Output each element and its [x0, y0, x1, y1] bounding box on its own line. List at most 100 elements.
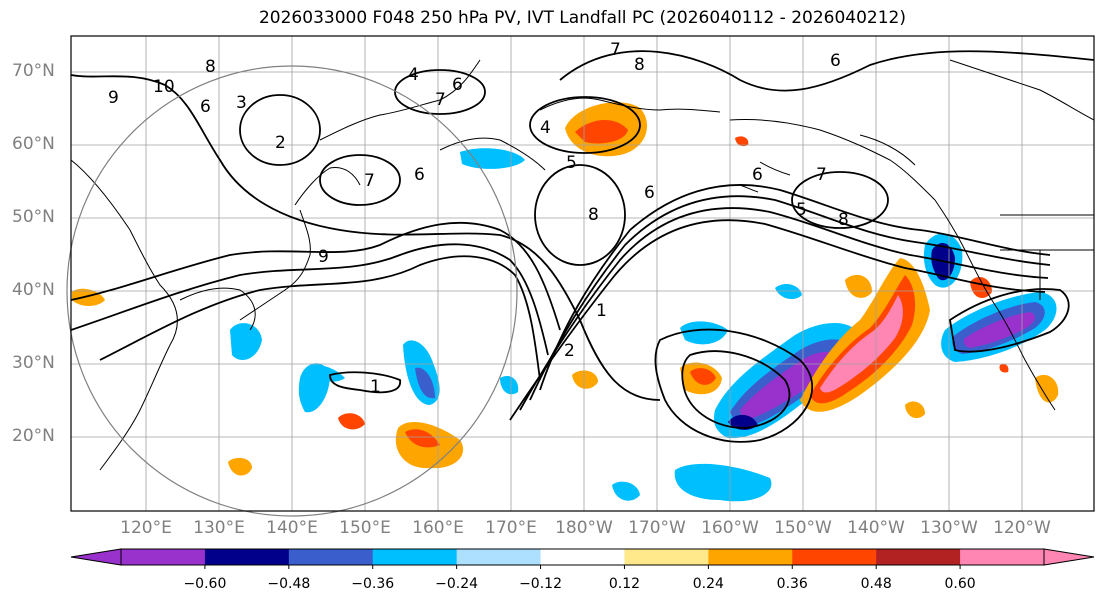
- contour-label: 6: [752, 165, 763, 185]
- contour-label: 7: [435, 90, 446, 110]
- negative-anomaly-area: [460, 148, 525, 169]
- contour-label: 3: [236, 93, 247, 113]
- colorbar-tick-label: −0.60: [183, 576, 227, 592]
- positive-anomaly-area: [572, 370, 598, 389]
- pv-contour: [70, 221, 561, 331]
- positive-anomaly-core: [405, 429, 440, 448]
- contour-label: 8: [634, 55, 645, 75]
- contour-label: 6: [452, 75, 463, 95]
- colorbar-tick-label: 0.12: [608, 576, 641, 592]
- contour-label: 7: [610, 40, 621, 60]
- colorbar-swatch: [624, 549, 709, 565]
- longitude-label: 150°W: [774, 518, 832, 538]
- asia-coastline: [70, 159, 178, 471]
- contour-label: 8: [205, 57, 216, 77]
- contour-label: 5: [566, 153, 577, 173]
- pv-contour: [239, 94, 321, 166]
- longitude-label: 160°E: [412, 518, 464, 538]
- pv-contour: [529, 96, 641, 154]
- pv-contour: [70, 243, 549, 356]
- contour-label: 1: [596, 301, 607, 321]
- contour-label: 2: [564, 341, 575, 361]
- arctic-coastline: [949, 59, 1095, 121]
- chukotka-coastline: [539, 97, 721, 113]
- sakhalin-coastline: [294, 166, 361, 206]
- negative-anomaly-core: [963, 312, 1035, 348]
- pv-contour: [319, 154, 401, 206]
- negative-anomaly-area: [310, 365, 345, 382]
- positive-anomaly-area: [905, 401, 925, 419]
- longitude-label: 150°E: [339, 518, 391, 538]
- longitude-label: 170°W: [628, 518, 686, 538]
- latitude-label: 70°N: [12, 61, 55, 81]
- pv-contour: [99, 255, 541, 381]
- colorbar-tick-label: −0.12: [519, 576, 562, 592]
- alaska-coastline: [729, 119, 936, 201]
- colorbar-tick-label: 0.36: [776, 576, 808, 592]
- colorbar-tick-label: 0.48: [860, 576, 892, 592]
- colorbar-extend-high: [1043, 548, 1095, 566]
- contour-label: 6: [644, 183, 655, 203]
- pv-contour: [654, 328, 813, 443]
- positive-anomaly-area: [228, 457, 252, 476]
- longitude-label: 140°W: [847, 518, 905, 538]
- negative-anomaly-area: [775, 284, 802, 300]
- longitude-label: 120°E: [120, 518, 172, 538]
- contour-label: 10: [153, 77, 175, 97]
- positive-anomaly-core: [735, 136, 749, 147]
- longitude-label: 130°W: [920, 518, 978, 538]
- colorbar-swatch: [540, 549, 625, 565]
- contour-label: 6: [414, 165, 425, 185]
- positive-anomaly-core: [820, 295, 903, 393]
- colorbar-tick-label: 0.60: [944, 576, 976, 592]
- contour-label: 4: [540, 118, 551, 138]
- contour-label: 9: [318, 247, 329, 267]
- colorbar-swatch: [960, 549, 1045, 565]
- contour-label: 1: [370, 377, 381, 397]
- contour-label: 5: [796, 200, 807, 220]
- colorbar: [70, 548, 1095, 569]
- negative-anomaly-area: [500, 375, 519, 395]
- colorbar-swatch: [121, 549, 206, 565]
- contour-label: 8: [588, 205, 599, 225]
- latitude-label: 30°N: [12, 353, 55, 373]
- latitude-label: 40°N: [12, 280, 55, 300]
- contour-label: 8: [838, 210, 849, 230]
- colorbar-outline: [120, 548, 1045, 566]
- contour-label: 6: [200, 97, 211, 117]
- range-circle: [66, 65, 518, 517]
- longitude-label: 120°W: [993, 518, 1051, 538]
- latitude-label: 60°N: [12, 134, 55, 154]
- colorbar-swatch: [792, 549, 877, 565]
- pv-contour: [329, 371, 401, 394]
- colorbar-extend-low: [70, 548, 122, 566]
- japan-coastline: [239, 209, 311, 321]
- colorbar-swatch: [876, 549, 961, 565]
- positive-anomaly-area: [845, 274, 872, 298]
- colorbar-tick-label: −0.24: [435, 576, 479, 592]
- okhotsk-coastline: [319, 59, 481, 141]
- positive-anomaly-core: [999, 363, 1009, 373]
- pv-contour: [534, 164, 626, 266]
- pv-contour: [791, 171, 889, 229]
- north-america-west-coastline: [934, 199, 1056, 411]
- longitude-label: 170°E: [485, 518, 537, 538]
- negative-anomaly-area: [680, 321, 728, 345]
- pv-contours: [70, 50, 1095, 443]
- colorbar-swatch: [708, 549, 793, 565]
- longitude-label: 160°W: [701, 518, 759, 538]
- colorbar-tick-label: −0.48: [267, 576, 311, 592]
- contour-label: 7: [816, 165, 827, 185]
- negative-anomaly-core: [728, 414, 758, 430]
- pv-contour: [529, 195, 1051, 401]
- colorbar-swatch: [204, 549, 290, 565]
- contour-labels: 8 9 10 6 3 2 4 7 6 4 5 7 8 6 6 7 8 5 6 1…: [108, 40, 849, 397]
- pv-contour: [949, 288, 1070, 353]
- pv-contour: [509, 219, 1046, 421]
- latitude-label: 20°N: [12, 426, 55, 446]
- kamchatka-coastline: [439, 137, 546, 171]
- colorbar-tick-label: −0.36: [351, 576, 395, 592]
- negative-anomaly-area: [230, 323, 262, 360]
- contour-label: 7: [364, 171, 375, 191]
